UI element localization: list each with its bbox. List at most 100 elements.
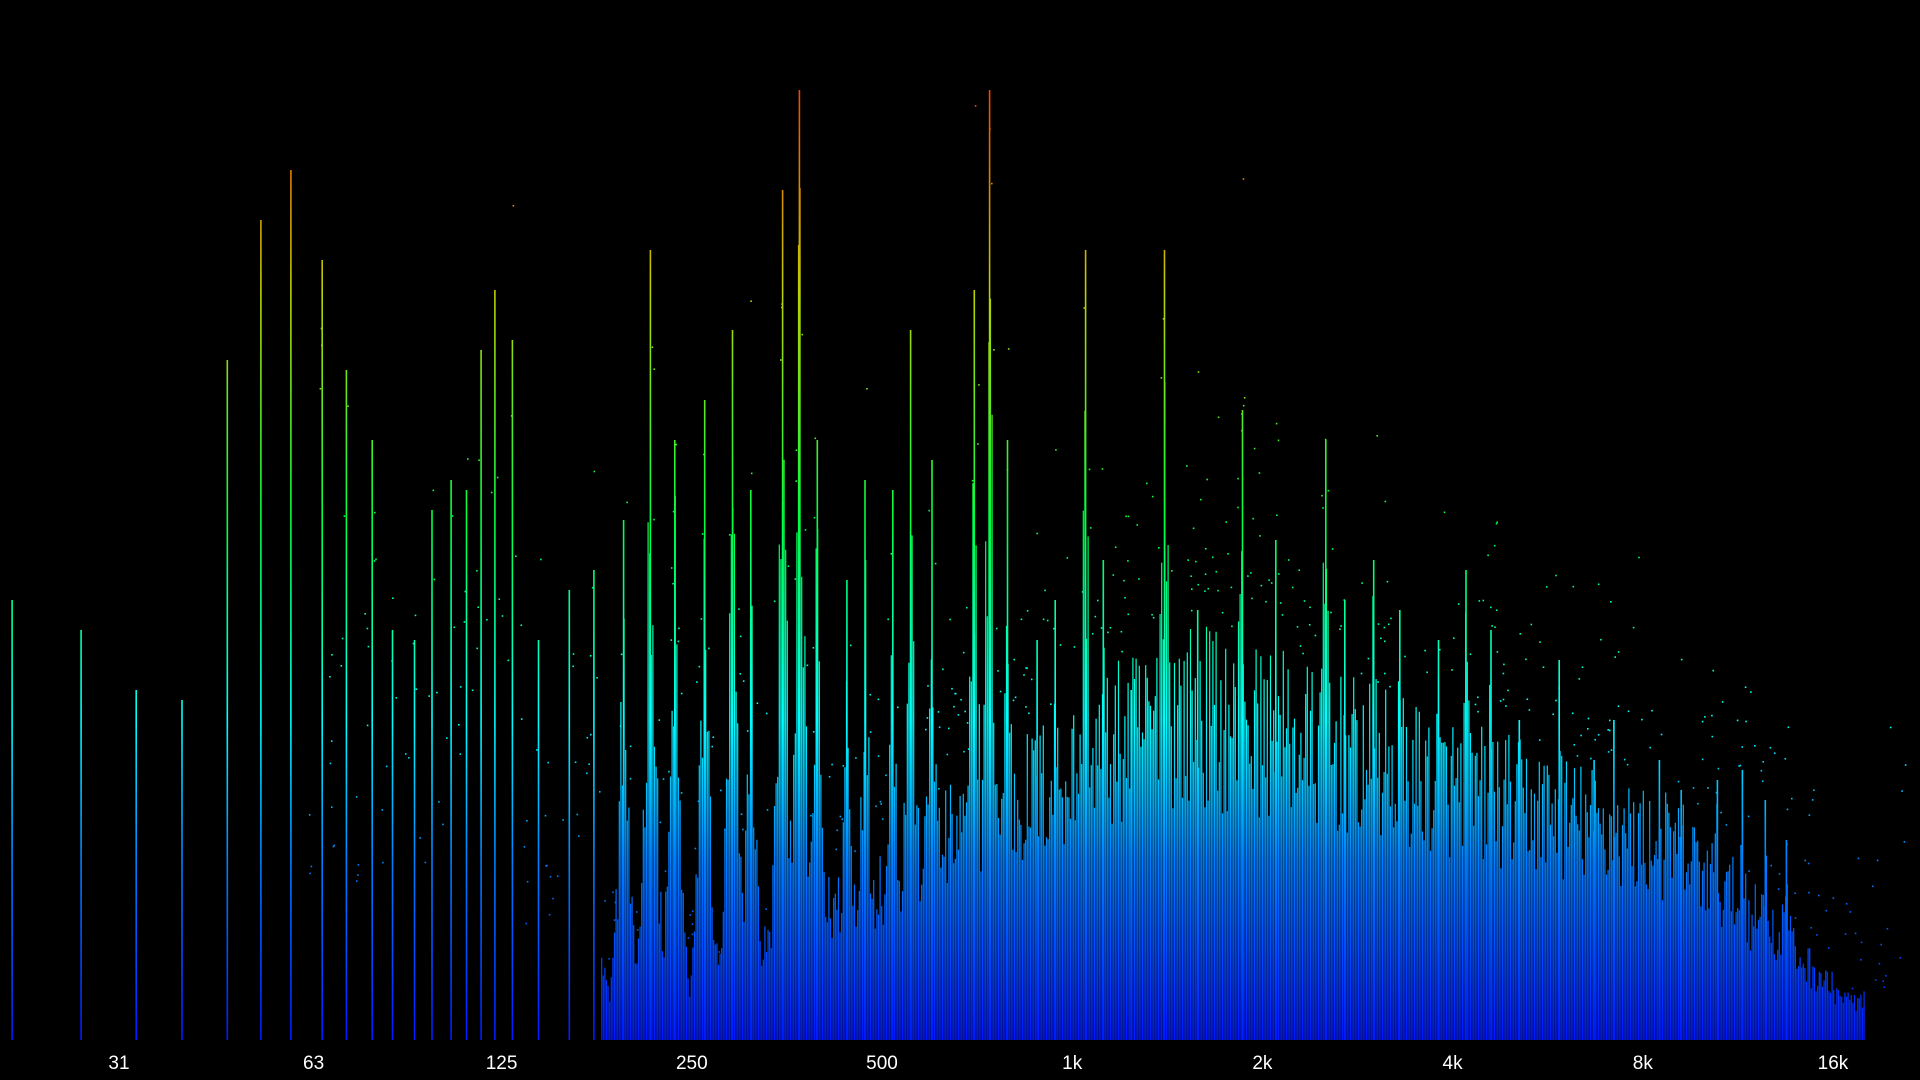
peak-hold-dot-159 xyxy=(1250,572,1252,574)
peak-hold-dot-14 xyxy=(574,761,577,763)
peak-hold-dot-192 xyxy=(1276,514,1278,516)
peak-hold-dot-20 xyxy=(1281,614,1284,616)
peak-hold-dot-107 xyxy=(653,518,655,521)
peak-hold-dot-378 xyxy=(1259,535,1261,537)
peak-hold-dot-77 xyxy=(680,792,683,794)
peak-hold-dot-357 xyxy=(1528,709,1531,711)
peak-hold-dot-217 xyxy=(1692,787,1695,789)
peak-hold-dot-139 xyxy=(1502,698,1505,701)
peak-hold-dot-121 xyxy=(680,692,683,695)
peak-hold-dot-426 xyxy=(366,627,369,630)
peak-hold-dot-474 xyxy=(544,814,547,817)
peak-hold-dot-68 xyxy=(938,726,941,729)
peak-hold-dot-30 xyxy=(1055,449,1057,451)
peak-hold-dot-315 xyxy=(1530,623,1533,626)
peak-hold-dot-417 xyxy=(1505,705,1507,707)
peak-hold-dot-42 xyxy=(1487,554,1489,557)
peak-hold-dot-10 xyxy=(694,847,697,850)
peak-hold-dot-35 xyxy=(1828,947,1830,949)
peak-hold-dot-509 xyxy=(1651,709,1653,712)
peak-hold-dot-393 xyxy=(1389,685,1391,688)
peak-hold-dot-122 xyxy=(367,645,370,648)
peak-hold-dot-69 xyxy=(1028,712,1030,715)
peak-hold-dot-12 xyxy=(1171,570,1173,572)
peak-hold-dot-275 xyxy=(1844,933,1847,935)
peak-hold-dot-341 xyxy=(689,914,691,916)
peak-hold-dot-404 xyxy=(1770,864,1772,867)
peak-hold-dot-27 xyxy=(1383,626,1386,629)
peak-hold-dot-442 xyxy=(614,901,617,904)
peak-hold-dot-405 xyxy=(1641,718,1643,721)
peak-hold-dot-394 xyxy=(1138,578,1140,580)
peak-hold-dot-448 xyxy=(1242,178,1245,180)
peak-hold-dot-386 xyxy=(1610,601,1612,603)
peak-hold-dot-113 xyxy=(1013,658,1015,661)
peak-hold-dot-486 xyxy=(1265,600,1267,603)
x-tick-label-5: 1k xyxy=(1062,1053,1083,1074)
peak-hold-dot-112 xyxy=(738,608,740,610)
peak-hold-dot-285 xyxy=(1499,700,1502,702)
peak-hold-dot-220 xyxy=(1778,873,1781,875)
peak-hold-dot-88 xyxy=(1587,728,1589,730)
peak-hold-dot-362 xyxy=(467,458,469,460)
peak-hold-dot-374 xyxy=(962,651,965,654)
peak-hold-dot-364 xyxy=(501,615,504,617)
peak-hold-dot-425 xyxy=(670,567,673,569)
peak-hold-dot-387 xyxy=(1376,435,1378,437)
peak-hold-dot-310 xyxy=(1860,959,1862,961)
peak-hold-dot-0 xyxy=(1036,532,1038,535)
peak-hold-dot-78 xyxy=(1127,515,1130,518)
peak-hold-dot-90 xyxy=(993,349,995,351)
peak-hold-dot-170 xyxy=(578,835,580,837)
peak-hold-dot-460 xyxy=(1081,591,1084,593)
peak-hold-dot-146 xyxy=(756,702,759,704)
peak-hold-dot-451 xyxy=(1109,626,1112,629)
peak-hold-dot-497 xyxy=(1617,651,1620,653)
peak-hold-dot-245 xyxy=(1327,489,1330,492)
peak-hold-dot-178 xyxy=(523,846,526,848)
peak-hold-dot-267 xyxy=(1367,657,1370,660)
peak-hold-dot-445 xyxy=(463,621,466,623)
peak-hold-dot-464 xyxy=(1384,500,1387,503)
peak-hold-dot-195 xyxy=(869,731,872,733)
peak-hold-dot-419 xyxy=(1453,637,1455,639)
peak-hold-dot-314 xyxy=(1296,626,1299,628)
peak-hold-dot-313 xyxy=(855,757,857,759)
peak-hold-dot-324 xyxy=(1107,631,1109,634)
peak-hold-dot-142 xyxy=(1474,703,1477,706)
peak-hold-dot-251 xyxy=(1581,666,1584,668)
peak-hold-dot-155 xyxy=(1298,569,1300,571)
peak-hold-dot-381 xyxy=(842,765,845,767)
peak-hold-dot-44 xyxy=(1878,962,1881,965)
peak-hold-dot-57 xyxy=(1207,587,1210,590)
peak-hold-dot-66 xyxy=(1507,689,1509,692)
peak-hold-dot-41 xyxy=(319,387,322,390)
peak-hold-dot-511 xyxy=(1707,787,1709,789)
peak-hold-dot-349 xyxy=(1697,802,1699,805)
plot-area xyxy=(11,90,1907,1040)
peak-hold-dot-513 xyxy=(1215,570,1218,573)
peak-hold-dot-151 xyxy=(1309,606,1311,609)
peak-hold-dot-519 xyxy=(1525,658,1527,661)
peak-hold-dot-138 xyxy=(1632,626,1635,629)
peak-hold-dot-45 xyxy=(613,919,616,921)
peak-hold-dot-28 xyxy=(1808,891,1810,894)
peak-hold-dot-298 xyxy=(308,814,311,816)
peak-hold-dot-103 xyxy=(1594,738,1596,741)
peak-hold-dot-508 xyxy=(604,900,606,902)
peak-hold-dot-331 xyxy=(476,647,478,650)
peak-hold-dot-243 xyxy=(1204,590,1206,592)
peak-hold-dot-440 xyxy=(1457,603,1460,605)
peak-hold-dot-241 xyxy=(1124,597,1126,599)
peak-hold-dot-282 xyxy=(877,755,880,757)
peak-hold-dot-465 xyxy=(697,800,700,803)
peak-hold-dot-74 xyxy=(678,627,680,630)
peak-hold-dot-429 xyxy=(1221,611,1224,614)
peak-hold-dot-504 xyxy=(458,724,460,726)
peak-hold-dot-254 xyxy=(658,719,661,721)
peak-hold-dot-487 xyxy=(1638,556,1640,559)
peak-hold-dot-463 xyxy=(954,692,957,695)
peak-hold-dot-428 xyxy=(1573,744,1576,746)
peak-hold-dot-500 xyxy=(995,627,998,630)
peak-hold-dot-70 xyxy=(991,182,993,185)
